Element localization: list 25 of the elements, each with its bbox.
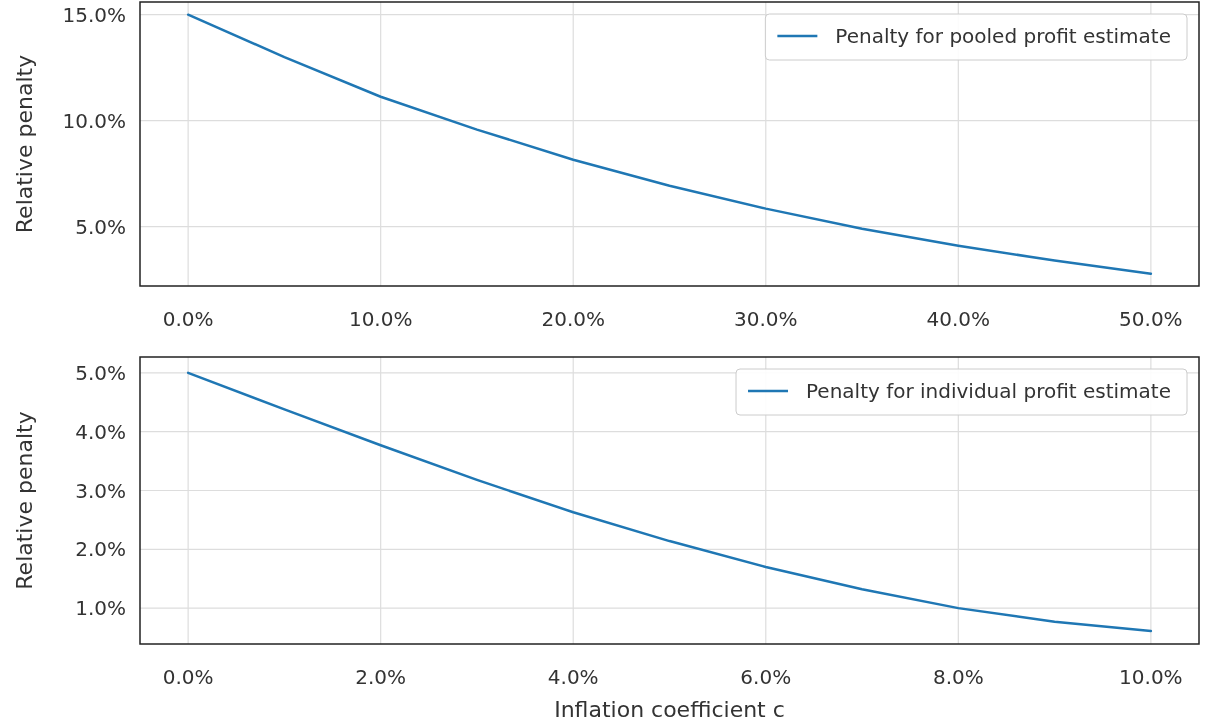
x-tick-label: 10.0% (348, 307, 413, 331)
x-tick-label: 50.0% (1119, 307, 1183, 331)
y-tick-label: 2.0% (75, 537, 126, 562)
x-tick-label: 40.0% (926, 307, 991, 331)
y-tick-label: 10.0% (62, 108, 126, 133)
y-tick-label: 5.0% (75, 360, 126, 385)
x-tick-label: 0.0% (162, 307, 214, 331)
y-tick-label: 1.0% (75, 596, 126, 621)
y-tick-label: 3.0% (75, 478, 126, 503)
x-tick-label: 2.0% (355, 665, 407, 689)
y-axis-title: Relative penalty (12, 54, 37, 234)
y-tick-label: 4.0% (75, 419, 126, 444)
y-tick-label: 15.0% (62, 2, 126, 27)
x-tick-label: 20.0% (541, 307, 605, 331)
y-tick-label: 5.0% (75, 214, 126, 239)
x-tick-label: 4.0% (547, 665, 599, 689)
x-axis-title: Inflation coefficient c (554, 697, 785, 722)
x-tick-label: 10.0% (1119, 665, 1183, 689)
legend-label: Penalty for individual profit estimate (806, 379, 1171, 403)
legend-label: Penalty for pooled profit estimate (835, 24, 1171, 48)
y-axis-title: Relative penalty (12, 411, 37, 590)
x-tick-label: 8.0% (932, 665, 984, 689)
x-tick-label: 0.0% (162, 665, 214, 689)
x-tick-label: 6.0% (740, 665, 792, 689)
x-tick-label: 30.0% (734, 307, 798, 331)
